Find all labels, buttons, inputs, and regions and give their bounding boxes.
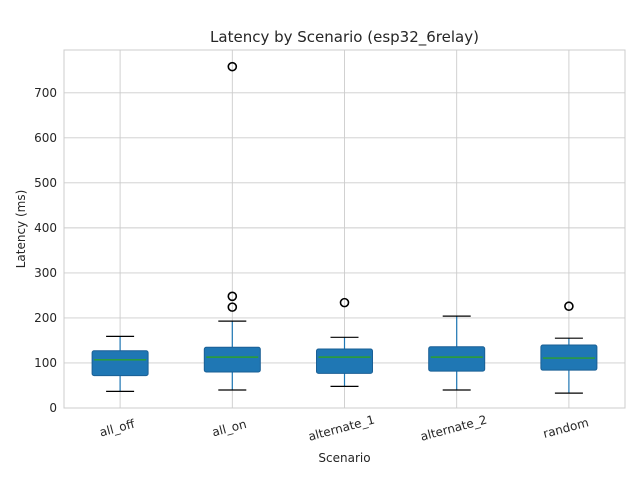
- x-tick-label: alternate_1: [307, 413, 376, 444]
- x-tick-label: alternate_2: [419, 413, 488, 444]
- y-tick-label: 0: [49, 401, 57, 415]
- y-tick-label: 200: [34, 311, 57, 325]
- y-tick-label: 100: [34, 356, 57, 370]
- y-tick-label: 500: [34, 176, 57, 190]
- box-group-alternate_1: [316, 297, 373, 387]
- x-tick-label: all_on: [211, 417, 248, 440]
- x-tick-label: random: [542, 415, 591, 441]
- box-iqr: [428, 346, 486, 372]
- y-tick-label: 600: [34, 131, 57, 145]
- box-iqr: [203, 346, 261, 373]
- outlier-point: [227, 61, 238, 72]
- outlier-point: [339, 297, 350, 308]
- plot-frame: [63, 49, 626, 409]
- y-tick-label: 700: [34, 86, 57, 100]
- x-axis-label: Scenario: [318, 451, 370, 465]
- plot-area: [91, 61, 598, 394]
- box-group-all_off: [91, 335, 149, 392]
- y-axis-label: Latency (ms): [14, 190, 28, 269]
- box-iqr: [91, 350, 149, 377]
- outlier-point: [227, 302, 238, 312]
- x-tick-label: all_off: [98, 417, 137, 440]
- box-iqr: [316, 348, 373, 374]
- outlier-point: [564, 301, 574, 312]
- axes: 0 100 200 300 400 500 600 700 all_off all_on alter…: [34, 86, 590, 444]
- box-group-all_on: [203, 61, 261, 391]
- chart-title: Latency by Scenario (esp32_6relay): [210, 28, 479, 47]
- box-group-random: [540, 301, 598, 394]
- box-group-alternate_2: [428, 315, 486, 391]
- y-tick-label: 400: [34, 221, 57, 235]
- outlier-point: [227, 291, 238, 302]
- y-tick-label: 300: [34, 266, 57, 280]
